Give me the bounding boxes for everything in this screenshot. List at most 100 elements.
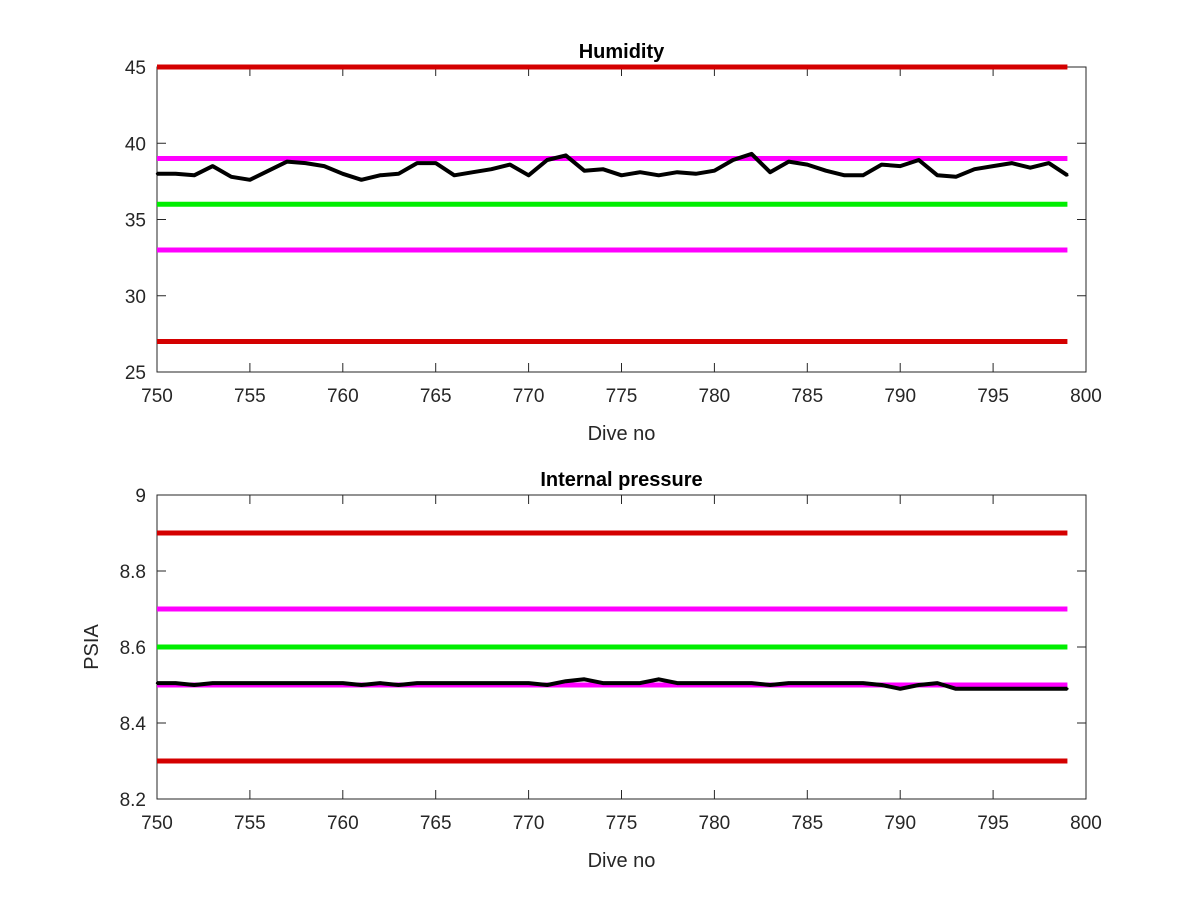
data-point: [434, 681, 437, 685]
data-point: [1029, 687, 1032, 690]
data-point: [861, 174, 865, 177]
data-point: [768, 683, 772, 687]
data-point: [434, 161, 437, 165]
data-point: [917, 158, 920, 162]
data-point: [248, 681, 252, 685]
data-point: [545, 683, 549, 687]
x-tick-label: 770: [513, 813, 545, 834]
data-point: [545, 158, 549, 162]
data-point: [954, 175, 958, 178]
x-tick-label: 800: [1070, 386, 1102, 407]
data-point: [174, 681, 177, 685]
y-tick-label: 8.8: [120, 562, 146, 583]
data-point: [973, 167, 976, 171]
subplot-1: 750 755 760 765 770 775 780 785 790 795 800 25 30 35 4…: [125, 41, 1102, 445]
data-point: [527, 174, 530, 177]
data-point: [824, 681, 828, 685]
x-tick-label: 790: [884, 813, 916, 834]
data-point: [954, 687, 958, 690]
data-point: [917, 683, 920, 687]
data-point: [304, 161, 307, 165]
data-point: [508, 681, 512, 685]
x-tick-label: 775: [606, 813, 638, 834]
data-point: [936, 174, 939, 177]
data-point: [787, 160, 790, 163]
data-point: [731, 158, 735, 162]
data-point: [880, 683, 883, 687]
data-point: [155, 681, 159, 685]
y-tick-label: 25: [125, 363, 146, 384]
data-point: [583, 169, 586, 172]
data-series-line: [157, 151, 1069, 182]
data-point: [174, 172, 177, 175]
x-tick-label: 785: [791, 386, 823, 407]
data-point: [360, 178, 363, 182]
x-tick-label: 760: [327, 813, 359, 834]
data-point: [694, 681, 698, 685]
data-point: [787, 681, 790, 685]
x-tick-label: 750: [141, 813, 173, 834]
data-point: [211, 164, 214, 168]
data-point: [676, 681, 679, 685]
data-point: [1047, 161, 1051, 165]
y-tick-label: 35: [125, 211, 146, 232]
data-point: [285, 681, 289, 685]
data-point: [768, 171, 772, 174]
y-tick-label: 45: [125, 58, 146, 79]
x-tick-label: 770: [513, 386, 545, 407]
data-point: [230, 175, 233, 178]
data-point: [341, 172, 344, 175]
data-point: [527, 681, 530, 685]
data-point: [471, 681, 475, 685]
axes-box: [156, 66, 1087, 373]
data-point: [155, 172, 159, 175]
data-point: [341, 681, 344, 685]
data-series-line: [157, 677, 1068, 691]
data-point: [806, 681, 809, 685]
data-point: [713, 681, 716, 685]
x-axis-label: Dive no: [588, 850, 656, 872]
data-point: [378, 681, 382, 685]
data-point: [620, 174, 623, 177]
data-point: [638, 681, 642, 685]
data-point: [713, 169, 716, 172]
data-point: [676, 171, 679, 174]
data-point: [397, 683, 400, 687]
data-point: [694, 172, 698, 175]
data-point: [936, 681, 939, 685]
x-tick-label: 765: [420, 813, 452, 834]
data-point: [1047, 687, 1051, 690]
data-point: [1066, 687, 1069, 690]
x-tick-label: 795: [977, 813, 1009, 834]
data-point: [583, 678, 586, 681]
data-point: [843, 681, 846, 685]
data-point: [453, 174, 456, 177]
data-point: [638, 171, 642, 174]
data-point: [490, 167, 493, 171]
data-point: [899, 687, 902, 690]
data-point: [991, 687, 995, 690]
data-point: [304, 681, 307, 685]
x-axis-label: Dive no: [588, 423, 656, 445]
data-point: [620, 681, 623, 685]
data-point: [267, 681, 270, 685]
data-point: [1029, 166, 1032, 169]
data-point: [657, 678, 660, 681]
data-point: [360, 683, 363, 687]
data-point: [211, 681, 214, 685]
data-point: [750, 152, 753, 156]
y-axis-label: PSIA: [81, 624, 103, 670]
data-point: [415, 161, 419, 165]
x-tick-label: 780: [699, 386, 731, 407]
x-tick-label: 765: [420, 386, 452, 407]
x-tick-label: 795: [977, 386, 1009, 407]
data-point: [248, 178, 252, 182]
data-point: [378, 174, 382, 177]
x-tick-label: 755: [234, 813, 266, 834]
data-point: [861, 681, 865, 685]
x-tick-label: 790: [884, 386, 916, 407]
data-point: [657, 174, 660, 177]
chart-title: Internal pressure: [540, 469, 702, 491]
data-point: [564, 154, 567, 157]
